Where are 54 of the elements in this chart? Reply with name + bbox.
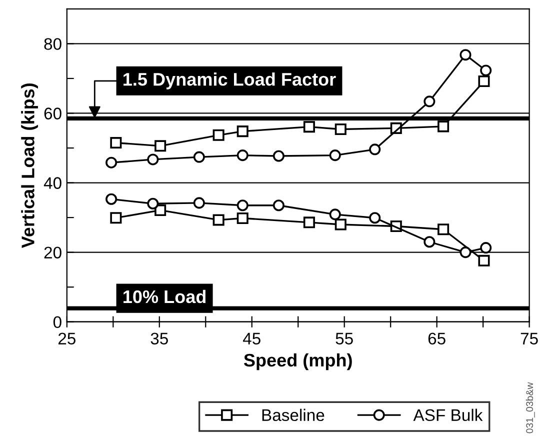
- point: [154, 204, 166, 216]
- point: [424, 96, 436, 108]
- point: [212, 214, 224, 226]
- point: [212, 129, 224, 141]
- y-tick-label: 40: [44, 177, 62, 189]
- point: [438, 224, 450, 236]
- point: [110, 212, 122, 224]
- text: 031_03b&w: [526, 382, 535, 434]
- point: [147, 198, 159, 210]
- point: [303, 121, 315, 133]
- x-tick-label: 45: [242, 332, 260, 344]
- point: [480, 242, 492, 254]
- x-axis-title: Speed (mph): [244, 353, 352, 370]
- legend-label: Baseline: [262, 408, 324, 422]
- point: [480, 64, 492, 76]
- point: [329, 150, 341, 162]
- point: [329, 208, 341, 220]
- y-axis-title: Vertical Load (kips): [21, 84, 38, 248]
- point: [334, 218, 346, 230]
- point: [154, 140, 166, 152]
- point: [424, 236, 436, 248]
- point: [193, 197, 205, 209]
- y-tick-label: 0: [53, 316, 62, 328]
- point: [193, 151, 205, 163]
- y-tick-label: 60: [44, 108, 62, 120]
- point: [478, 75, 490, 88]
- y-tick-label: 80: [44, 38, 62, 50]
- point: [460, 49, 472, 61]
- point: [460, 246, 472, 258]
- legend-label: ASF Bulk: [413, 408, 483, 422]
- x-tick-label: 75: [520, 332, 538, 344]
- x-tick-label: 35: [150, 332, 168, 344]
- point: [272, 200, 284, 212]
- point: [110, 137, 122, 149]
- point: [236, 126, 248, 138]
- point: [369, 144, 381, 156]
- point: [236, 150, 248, 162]
- point: [106, 156, 118, 168]
- point: [236, 200, 248, 212]
- point: [147, 154, 159, 166]
- ref-line-label: 10% Load: [124, 290, 206, 304]
- y-tick-label: 20: [44, 246, 62, 259]
- x-tick-label: 55: [336, 332, 353, 344]
- point: [478, 254, 490, 266]
- x-tick-label: 25: [58, 332, 76, 344]
- point: [369, 212, 381, 224]
- point: [272, 150, 284, 162]
- point: [236, 212, 248, 224]
- ref-line-label: 1.5 Dynamic Load Factor: [124, 72, 336, 90]
- point: [334, 123, 346, 135]
- point: [106, 193, 118, 205]
- x-tick-label: 65: [428, 332, 446, 344]
- point: [303, 216, 315, 228]
- point: [438, 120, 450, 132]
